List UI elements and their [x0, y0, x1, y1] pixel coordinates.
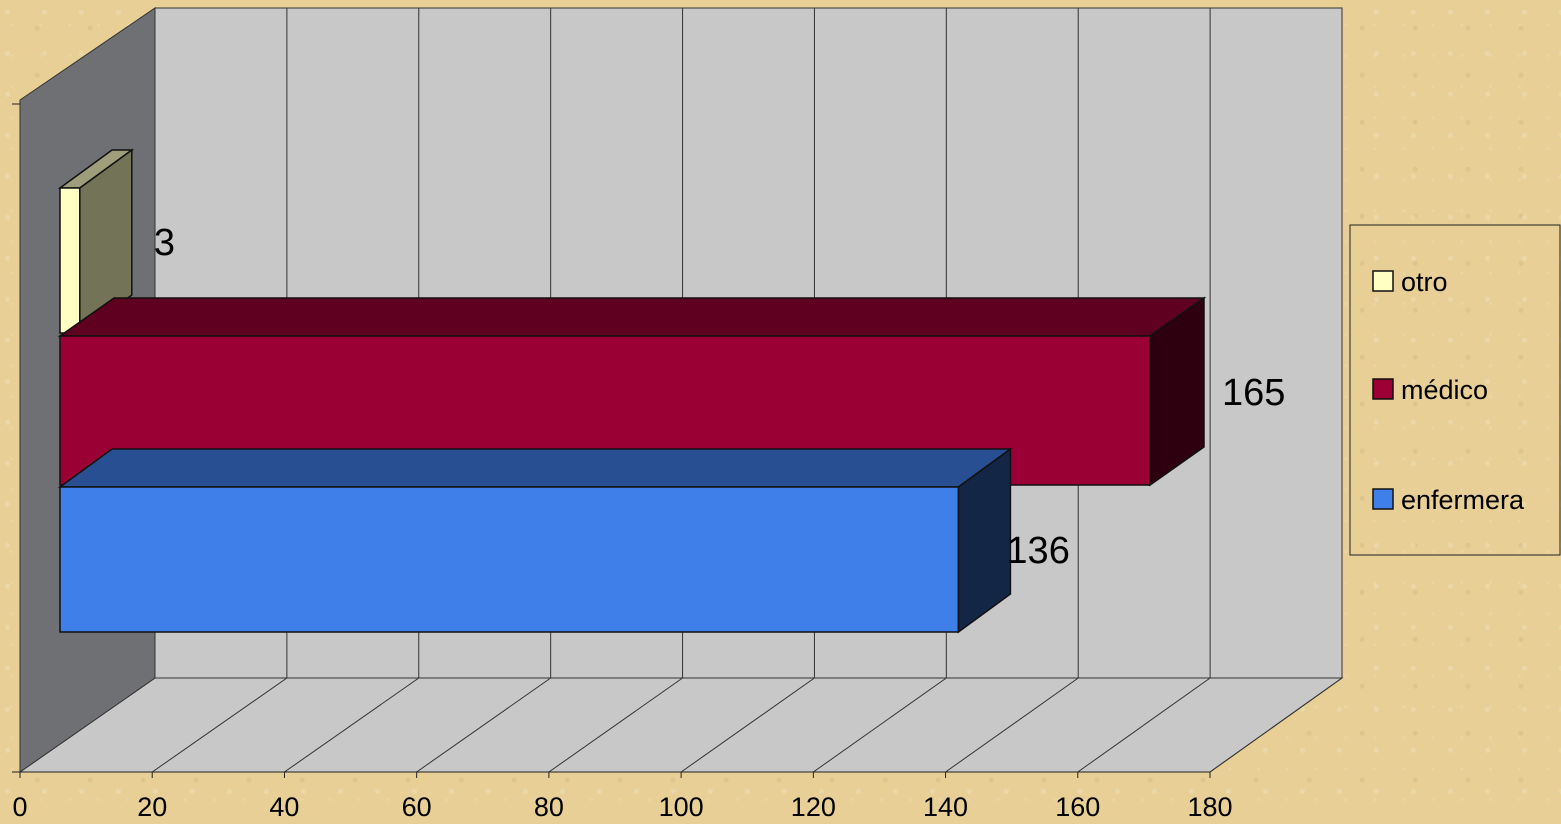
- x-tick-label: 180: [1187, 792, 1232, 822]
- bar-top-face: [60, 298, 1204, 336]
- bar-enfermera: [60, 449, 1010, 632]
- x-tick-label: 60: [402, 792, 432, 822]
- x-tick-label: 40: [269, 792, 299, 822]
- legend-swatch: [1373, 489, 1393, 509]
- legend-item: otro: [1373, 267, 1448, 297]
- bar-front-face: [60, 487, 958, 632]
- x-tick-label: 80: [534, 792, 564, 822]
- legend-label: otro: [1401, 267, 1448, 297]
- legend-swatch: [1373, 379, 1393, 399]
- x-tick-label: 120: [791, 792, 836, 822]
- x-tick-label: 160: [1055, 792, 1100, 822]
- x-tick-label: 100: [659, 792, 704, 822]
- bar-top-face: [60, 449, 1010, 487]
- x-tick-label: 20: [137, 792, 167, 822]
- bar-front-face: [60, 188, 80, 333]
- data-label-enfermera: 136: [1006, 530, 1069, 572]
- legend-item: enfermera: [1373, 485, 1525, 515]
- legend-swatch: [1373, 271, 1393, 291]
- legend-item: médico: [1373, 375, 1488, 405]
- legend-label: enfermera: [1401, 485, 1525, 515]
- x-tick-label: 0: [12, 792, 27, 822]
- data-label-medico: 165: [1222, 372, 1285, 414]
- legend-label: médico: [1401, 375, 1488, 405]
- data-label-otro: 3: [154, 222, 175, 264]
- x-tick-label: 140: [923, 792, 968, 822]
- legend: otro médico enfermera: [1350, 225, 1560, 555]
